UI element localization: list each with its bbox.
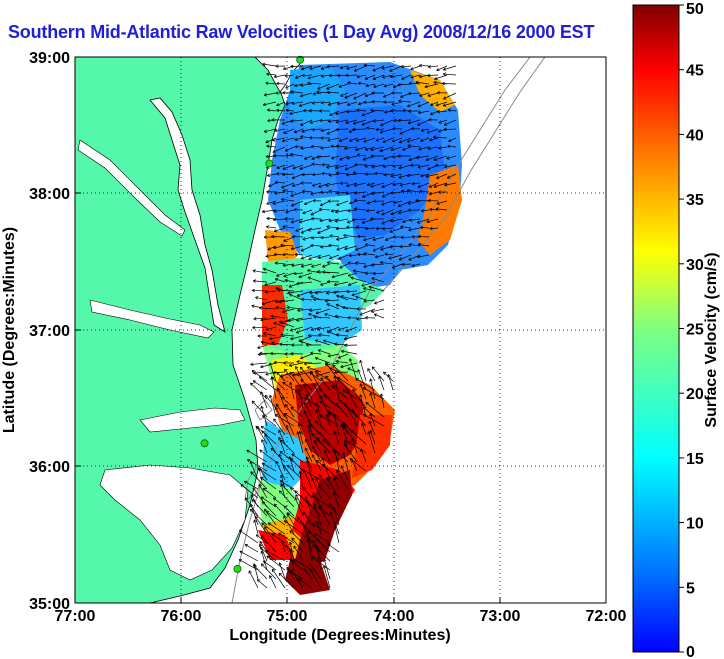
colorbar-label: Surface Velocity (cm/s) (703, 252, 720, 427)
colorbar-tick-label: 40 (686, 127, 704, 144)
colorbar-tick-label: 35 (686, 192, 704, 209)
x-tick-label: 76:00 (161, 608, 202, 625)
station-marker (233, 564, 242, 573)
colorbar-tick-label: 5 (686, 580, 695, 597)
james-river (89, 299, 215, 339)
albemarle-sound (139, 407, 246, 433)
station-marker (296, 55, 305, 64)
x-tick-label: 75:00 (267, 608, 308, 625)
map-title: Southern Mid-Atlantic Raw Velocities (1 … (8, 22, 595, 42)
colorbar-tick-label: 50 (686, 1, 704, 18)
x-tick-label: 74:00 (374, 608, 415, 625)
colorbar (632, 4, 680, 653)
y-tick-label: 37:00 (29, 323, 70, 340)
station-marker (200, 439, 209, 448)
y-tick-label: 36:00 (29, 459, 70, 476)
pamlico-sound (99, 464, 249, 581)
colorbar-tick-label: 10 (686, 516, 704, 533)
x-axis-label: Longitude (Degrees:Minutes) (229, 627, 450, 644)
x-tick-label: 77:00 (55, 608, 96, 625)
axis-ticks (74, 56, 607, 604)
chesapeake-bay (149, 97, 226, 333)
colorbar-tick-label: 25 (686, 322, 704, 339)
colorbar-tick-label: 45 (686, 63, 704, 80)
velocity-vectors (238, 62, 457, 589)
colorbar-tick-label: 30 (686, 257, 704, 274)
grid-lines (75, 57, 606, 603)
potomac-river (77, 139, 186, 237)
y-tick-label: 39:00 (29, 50, 70, 67)
x-tick-label: 73:00 (480, 608, 521, 625)
x-tick-label: 72:00 (586, 608, 627, 625)
y-tick-label: 38:00 (29, 186, 70, 203)
y-axis-label: Latitude (Degrees:Minutes) (1, 227, 18, 433)
colorbar-tick-label: 15 (686, 451, 704, 468)
colorbar-tick-label: 20 (686, 386, 704, 403)
y-tick-label: 35:00 (29, 596, 70, 613)
colorbar-ticks: 0 5 10 15 20 25 30 35 40 45 50 (679, 1, 704, 659)
colorbar-tick-label: 0 (686, 644, 695, 659)
hf-radar-stations (200, 55, 305, 573)
station-marker (265, 159, 274, 168)
